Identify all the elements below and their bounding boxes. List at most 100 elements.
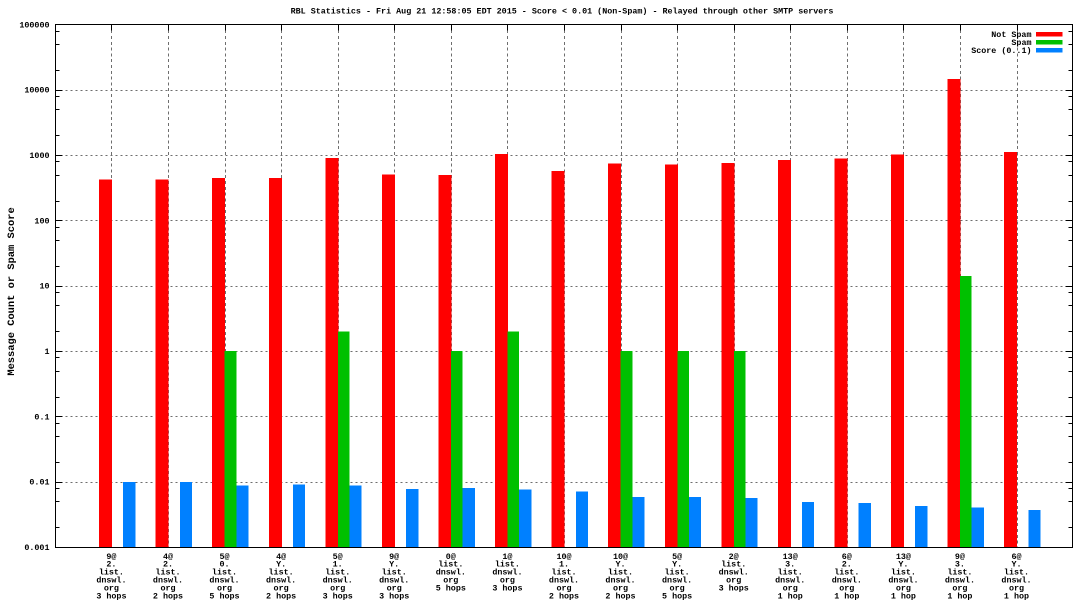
svg-text:dnswl.: dnswl.: [379, 576, 409, 586]
svg-text:0.1: 0.1: [34, 412, 49, 422]
svg-text:9@: 9@: [955, 552, 965, 562]
svg-text:Y.: Y.: [389, 560, 399, 570]
svg-text:0.001: 0.001: [24, 543, 49, 553]
svg-text:13@: 13@: [783, 552, 798, 562]
svg-text:1000: 1000: [29, 151, 49, 161]
svg-text:org: org: [160, 583, 175, 593]
svg-text:org: org: [387, 583, 402, 593]
svg-text:Message Count or Spam Score: Message Count or Spam Score: [6, 207, 18, 375]
svg-text:list.: list.: [155, 568, 180, 578]
svg-text:org: org: [952, 583, 967, 593]
svg-text:org: org: [783, 583, 798, 593]
svg-text:1 hop: 1 hop: [778, 591, 803, 601]
svg-text:list.: list.: [382, 568, 407, 578]
svg-text:10000: 10000: [24, 86, 49, 96]
svg-text:dnswl.: dnswl.: [888, 576, 918, 586]
svg-text:1 hop: 1 hop: [947, 591, 972, 601]
svg-text:5 hops: 5 hops: [209, 591, 239, 601]
svg-text:1.: 1.: [333, 560, 343, 570]
svg-text:list.: list.: [99, 568, 124, 578]
svg-text:5 hops: 5 hops: [662, 591, 692, 601]
svg-text:3 hops: 3 hops: [379, 591, 409, 601]
svg-text:list.: list.: [551, 568, 576, 578]
svg-text:Y.: Y.: [1011, 560, 1021, 570]
svg-text:0@: 0@: [446, 552, 456, 562]
svg-text:6@: 6@: [842, 552, 852, 562]
svg-text:4@: 4@: [276, 552, 286, 562]
svg-text:list.: list.: [665, 568, 690, 578]
svg-text:0.01: 0.01: [29, 478, 49, 488]
svg-text:Y.: Y.: [672, 560, 682, 570]
svg-text:list.: list.: [834, 568, 859, 578]
svg-text:1@: 1@: [502, 552, 512, 562]
svg-text:dnswl.: dnswl.: [323, 576, 353, 586]
svg-text:org: org: [726, 576, 741, 586]
svg-text:dnswl.: dnswl.: [153, 576, 183, 586]
svg-text:dnswl.: dnswl.: [96, 576, 126, 586]
svg-text:5@: 5@: [333, 552, 343, 562]
svg-text:10@: 10@: [556, 552, 571, 562]
svg-text:Not Spam: Not Spam: [991, 30, 1031, 40]
svg-text:100: 100: [34, 216, 49, 226]
svg-text:1 hop: 1 hop: [834, 591, 859, 601]
svg-text:RBL Statistics - Fri Aug 21 12: RBL Statistics - Fri Aug 21 12:58:05 EDT…: [291, 7, 834, 17]
svg-text:dnswl.: dnswl.: [719, 568, 749, 578]
svg-text:org: org: [556, 583, 571, 593]
svg-text:Y.: Y.: [615, 560, 625, 570]
svg-text:org: org: [896, 583, 911, 593]
svg-text:10: 10: [39, 282, 49, 292]
svg-text:2.: 2.: [842, 560, 852, 570]
svg-text:org: org: [613, 583, 628, 593]
svg-text:2@: 2@: [729, 552, 739, 562]
svg-text:dnswl.: dnswl.: [832, 576, 862, 586]
svg-text:13@: 13@: [896, 552, 911, 562]
svg-text:dnswl.: dnswl.: [775, 576, 805, 586]
svg-text:5@: 5@: [219, 552, 229, 562]
svg-text:dnswl.: dnswl.: [549, 576, 579, 586]
svg-text:dnswl.: dnswl.: [945, 576, 975, 586]
svg-text:2.: 2.: [163, 560, 173, 570]
svg-text:Score (0..1): Score (0..1): [971, 46, 1031, 56]
svg-text:dnswl.: dnswl.: [605, 576, 635, 586]
svg-text:2 hops: 2 hops: [266, 591, 296, 601]
svg-text:3.: 3.: [955, 560, 965, 570]
svg-text:org: org: [500, 576, 515, 586]
svg-text:3 hops: 3 hops: [719, 583, 749, 593]
svg-text:5 hops: 5 hops: [436, 583, 466, 593]
svg-text:org: org: [670, 583, 685, 593]
svg-text:dnswl.: dnswl.: [266, 576, 296, 586]
svg-text:3 hops: 3 hops: [323, 591, 353, 601]
svg-text:1.: 1.: [559, 560, 569, 570]
svg-text:6@: 6@: [1011, 552, 1021, 562]
svg-text:list.: list.: [269, 568, 294, 578]
svg-text:list.: list.: [891, 568, 916, 578]
svg-text:list.: list.: [495, 560, 520, 570]
svg-text:org: org: [217, 583, 232, 593]
svg-text:dnswl.: dnswl.: [436, 568, 466, 578]
svg-text:9@: 9@: [389, 552, 399, 562]
svg-text:2 hops: 2 hops: [549, 591, 579, 601]
svg-text:Y.: Y.: [898, 560, 908, 570]
svg-text:list.: list.: [438, 560, 463, 570]
svg-text:1 hop: 1 hop: [1004, 591, 1029, 601]
svg-text:100000: 100000: [19, 20, 49, 30]
svg-text:list.: list.: [778, 568, 803, 578]
svg-text:list.: list.: [325, 568, 350, 578]
svg-text:dnswl.: dnswl.: [1001, 576, 1031, 586]
svg-text:0.: 0.: [219, 560, 229, 570]
svg-text:1: 1: [44, 347, 49, 357]
svg-text:2.: 2.: [106, 560, 116, 570]
svg-text:dnswl.: dnswl.: [492, 568, 522, 578]
svg-text:9@: 9@: [106, 552, 116, 562]
svg-text:1 hop: 1 hop: [891, 591, 916, 601]
svg-text:list.: list.: [608, 568, 633, 578]
svg-text:org: org: [274, 583, 289, 593]
svg-text:org: org: [839, 583, 854, 593]
svg-text:list.: list.: [947, 568, 972, 578]
svg-text:2 hops: 2 hops: [605, 591, 635, 601]
svg-text:list.: list.: [212, 568, 237, 578]
svg-text:dnswl.: dnswl.: [209, 576, 239, 586]
svg-text:org: org: [330, 583, 345, 593]
svg-text:3.: 3.: [785, 560, 795, 570]
svg-text:org: org: [443, 576, 458, 586]
